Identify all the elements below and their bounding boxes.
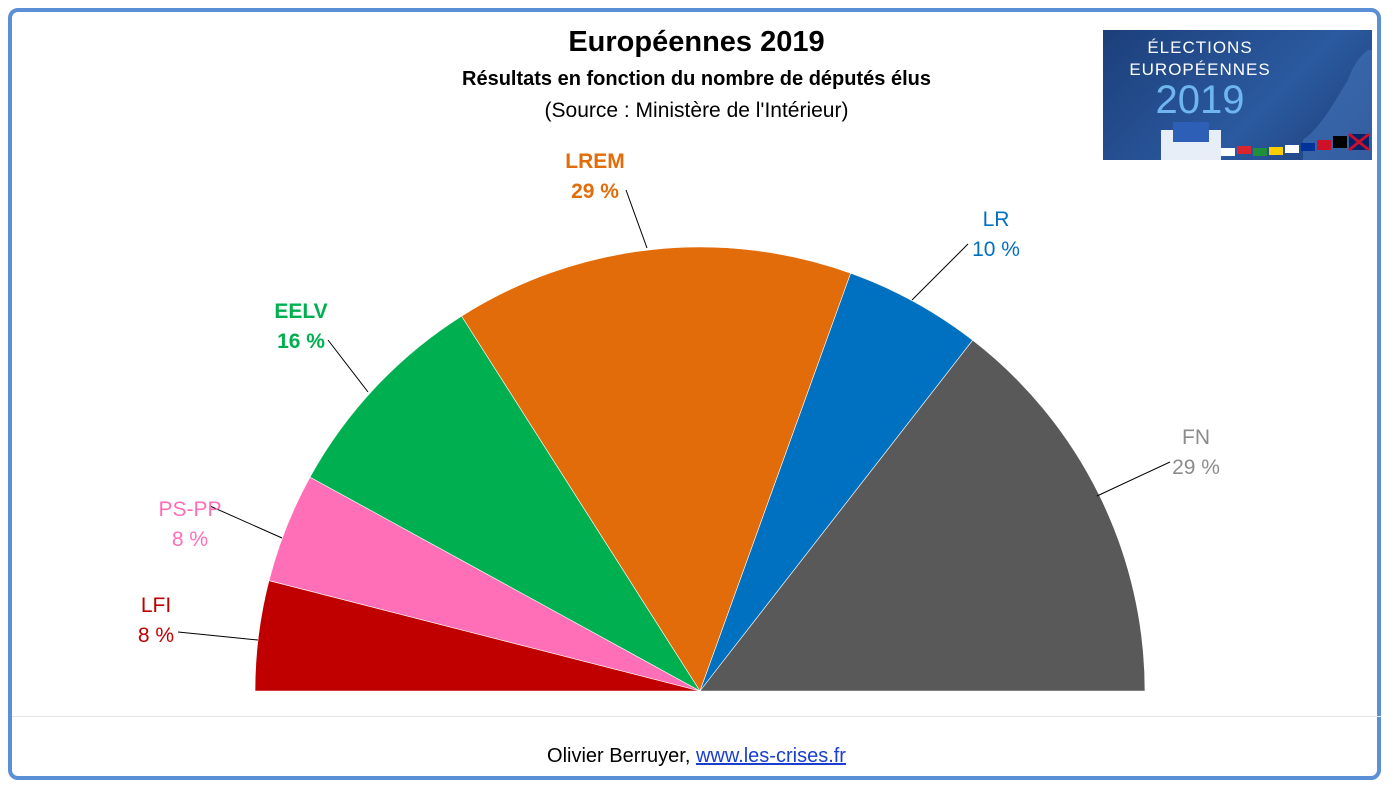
leader-line-lfi: [177, 631, 259, 641]
label-ps-pp: PS-PP: [158, 498, 221, 521]
value-label-lr: 10 %: [972, 238, 1020, 261]
leader-line-lrem: [625, 189, 648, 249]
footer-author: Olivier Berruyer,: [547, 745, 696, 767]
value-label-lrem: 29 %: [571, 180, 619, 203]
label-lr: LR: [983, 208, 1010, 231]
leader-line-eelv: [327, 339, 369, 393]
label-eelv: EELV: [274, 300, 327, 323]
value-label-eelv: 16 %: [277, 330, 325, 353]
label-lfi: LFI: [141, 594, 171, 617]
footer-divider: [12, 716, 1381, 717]
leader-line-lr: [911, 243, 969, 301]
footer-link[interactable]: www.les-crises.fr: [695, 745, 846, 767]
logo-line2: EUROPÉENNES: [1129, 60, 1271, 79]
label-fn: FN: [1182, 426, 1210, 449]
leader-line-ps-pp: [209, 505, 283, 539]
logo-line1: ÉLECTIONS: [1147, 38, 1253, 57]
logo-graphic: [1161, 50, 1372, 160]
value-label-fn: 29 %: [1172, 456, 1220, 479]
slice-fn: [699, 339, 1146, 692]
label-lrem: LREM: [565, 150, 625, 173]
footer-credit: Olivier Berruyer, www.les-crises.fr: [0, 745, 1393, 768]
chart-title: Européennes 2019: [568, 26, 825, 58]
slice-eelv: [309, 315, 701, 692]
elections-logo: ÉLECTIONS EUROPÉENNES 2019: [1103, 30, 1372, 160]
value-label-ps-pp: 8 %: [172, 528, 208, 551]
slice-lrem: [461, 246, 852, 692]
value-label-lfi: 8 %: [138, 624, 174, 647]
chart-subtitle: Résultats en fonction du nombre de déput…: [462, 68, 931, 90]
logo-year: 2019: [1155, 78, 1245, 122]
chart-source: (Source : Ministère de l'Intérieur): [544, 99, 849, 122]
leader-line-fn: [1096, 461, 1171, 497]
